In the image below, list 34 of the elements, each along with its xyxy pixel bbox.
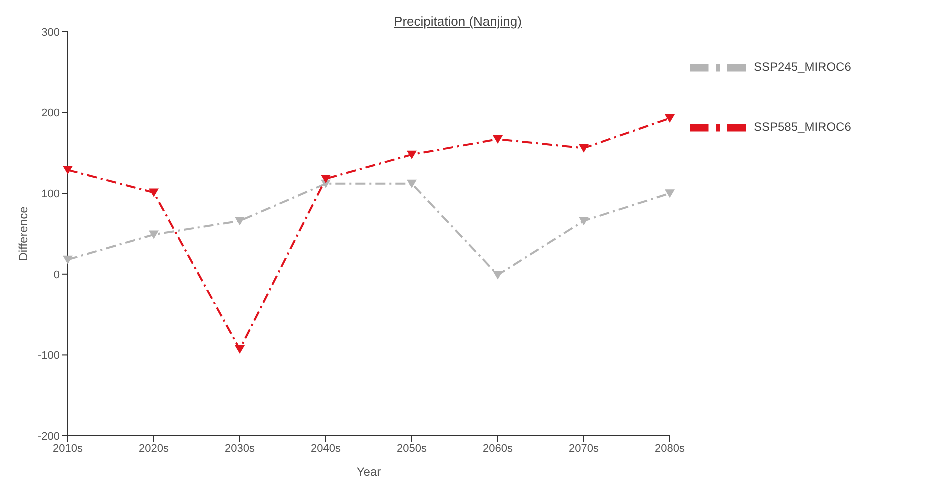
chart-title: Precipitation (Nanjing) bbox=[394, 14, 522, 29]
x-tick-label: 2070s bbox=[569, 442, 600, 455]
point bbox=[579, 144, 589, 153]
point bbox=[579, 217, 589, 226]
x-tick-label: 2050s bbox=[397, 442, 428, 455]
point bbox=[149, 188, 159, 198]
x-axis-title: Year bbox=[356, 465, 382, 479]
point bbox=[149, 230, 159, 240]
y-axis-title: Difference bbox=[16, 206, 30, 262]
point bbox=[407, 150, 417, 160]
point bbox=[407, 180, 417, 188]
x-tick-label: 2020s bbox=[139, 442, 170, 455]
point bbox=[665, 114, 675, 123]
x-tick-label: 2080s bbox=[655, 442, 686, 455]
point bbox=[321, 175, 331, 184]
point bbox=[235, 346, 245, 354]
y-tick-label: -100 bbox=[38, 350, 60, 362]
point bbox=[63, 166, 73, 175]
y-tick-label: 0 bbox=[54, 269, 60, 282]
y-tick-label: 100 bbox=[42, 188, 60, 201]
y-tick-label: -200 bbox=[38, 430, 60, 443]
point bbox=[493, 271, 503, 280]
y-tick-label: 200 bbox=[42, 108, 60, 120]
x-tick-label: 2010s bbox=[53, 442, 84, 455]
legend-label: SSP585_MIROC6 bbox=[754, 120, 852, 134]
point bbox=[63, 256, 73, 264]
x-tick-label: 2040s bbox=[311, 442, 342, 455]
point bbox=[493, 135, 503, 144]
point bbox=[665, 190, 675, 198]
point bbox=[235, 217, 245, 226]
legend-label: SSP245_MIROC6 bbox=[754, 60, 852, 74]
y-tick-label: 300 bbox=[42, 26, 60, 39]
x-tick-label: 2060s bbox=[483, 442, 514, 455]
x-tick-label: 2030s bbox=[225, 442, 256, 455]
